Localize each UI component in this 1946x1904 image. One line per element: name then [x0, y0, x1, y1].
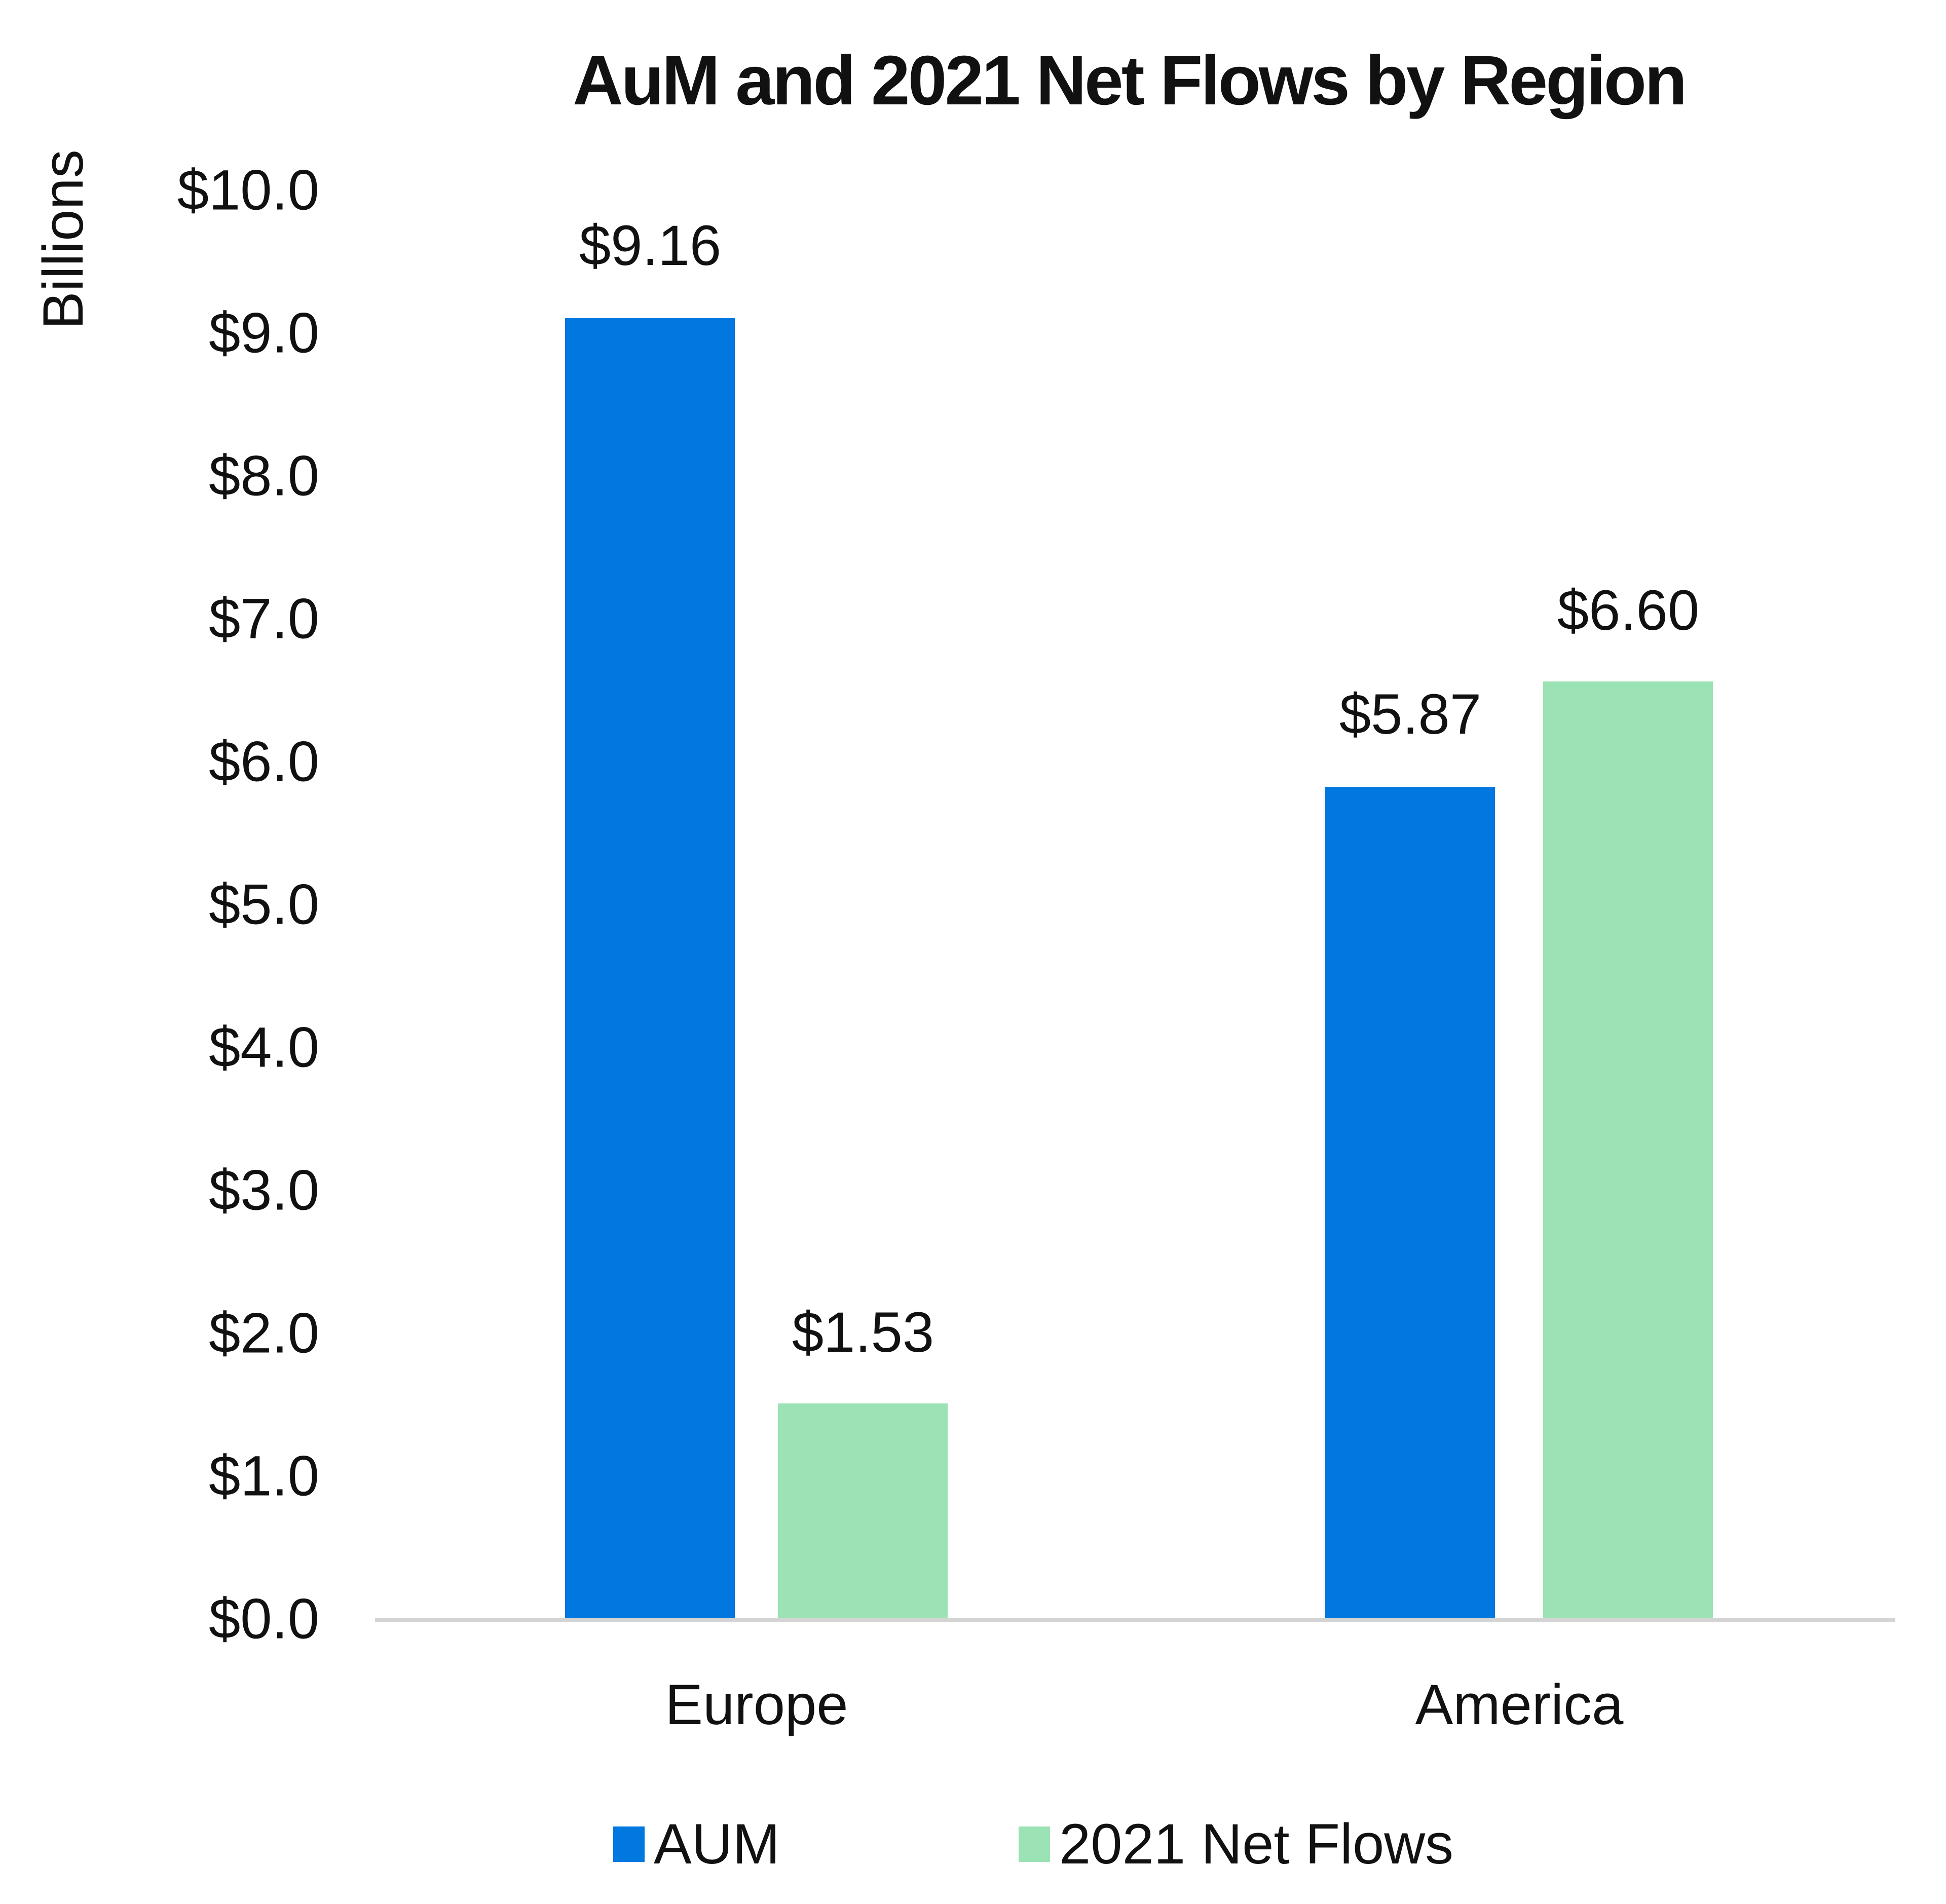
legend-item-aum: AUM	[613, 1811, 780, 1877]
data-label-europe-aum: $9.16	[579, 214, 722, 277]
x-tick-europe: Europe	[665, 1673, 848, 1736]
y-tick: $10.0	[177, 158, 319, 222]
bar-europe-aum	[565, 318, 735, 1619]
y-tick: $0.0	[209, 1587, 319, 1651]
legend-item-net-flows: 2021 Net Flows	[1019, 1811, 1453, 1877]
y-tick: $1.0	[209, 1444, 319, 1508]
chart-title: AuM and 2021 Net Flows by Region	[573, 42, 1687, 120]
y-tick: $6.0	[209, 730, 319, 793]
y-tick: $9.0	[209, 301, 319, 365]
legend-label-aum: AUM	[654, 1812, 780, 1876]
data-label-america-net-flows: $6.60	[1557, 579, 1700, 642]
x-tick-america: America	[1415, 1673, 1624, 1736]
bar-europe-net-flows	[778, 1403, 948, 1619]
bar-america-net-flows	[1543, 681, 1713, 1619]
y-tick: $8.0	[209, 444, 319, 508]
data-label-europe-net-flows: $1.53	[792, 1301, 934, 1364]
y-tick: $7.0	[209, 587, 319, 651]
bar-america-aum	[1325, 787, 1495, 1619]
data-label-america-aum: $5.87	[1339, 682, 1482, 746]
legend-label-net-flows: 2021 Net Flows	[1059, 1812, 1454, 1876]
y-axis-label: Billions	[31, 149, 95, 329]
x-axis-line	[375, 1618, 1895, 1622]
y-tick: $4.0	[209, 1015, 319, 1079]
y-tick: $5.0	[209, 872, 319, 936]
y-tick: $3.0	[209, 1158, 319, 1222]
legend-swatch-aum	[613, 1826, 645, 1862]
legend-swatch-net-flows	[1019, 1826, 1050, 1862]
y-tick: $2.0	[209, 1301, 319, 1365]
